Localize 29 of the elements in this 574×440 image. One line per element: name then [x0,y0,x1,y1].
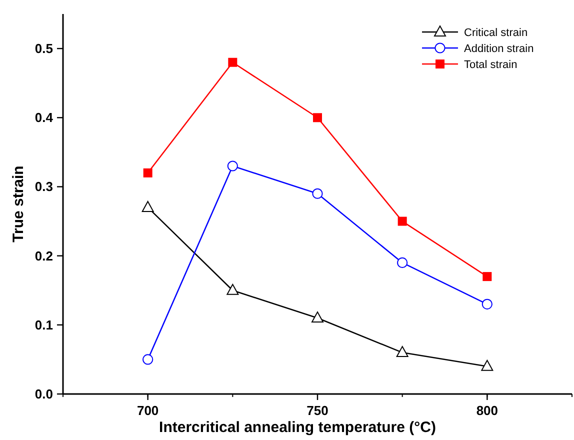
y-tick-label: 0.4 [34,110,54,126]
point [482,272,492,282]
y-axis-title: True strain [10,166,27,242]
x-axis-title: Intercritical annealing temperature (°C) [159,419,436,436]
point [397,257,408,268]
point [143,168,152,178]
y-tick-label: 0.5 [34,41,53,56]
point [312,188,323,199]
point [142,354,154,365]
point [398,216,407,226]
y-tick-label: 0.2 [34,248,53,264]
legend-label: Critical strain [464,27,528,39]
x-tick-label: 750 [306,403,328,418]
point [312,312,324,322]
point [226,284,239,295]
point [313,113,322,122]
point [142,200,154,212]
x-tick-label: 700 [136,403,159,418]
point [396,346,408,358]
point [481,360,494,371]
x-tick-label: 800 [476,403,498,418]
point [482,298,492,310]
legend-label: Addition strain [464,43,534,55]
y-tick-label: 0.0 [34,386,53,402]
point [227,160,238,172]
y-tick-label: 0.3 [34,179,53,194]
legend-label: Total strain [464,59,518,71]
point [228,58,238,67]
y-tick-label: 0.1 [34,317,53,332]
